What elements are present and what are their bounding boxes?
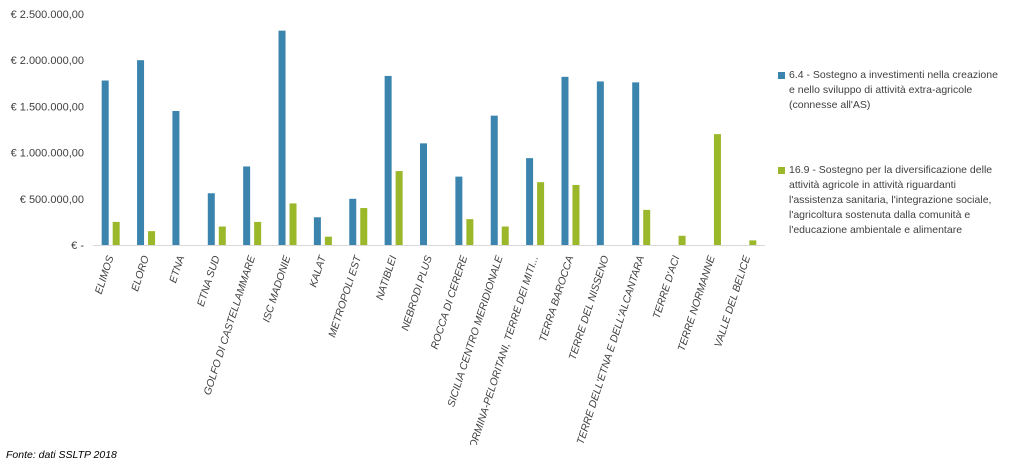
bar-6-4 bbox=[455, 176, 463, 245]
bar-6-4 bbox=[490, 115, 498, 245]
legend-label-6-4: 6.4 - Sostegno a investimenti nella crea… bbox=[789, 69, 998, 111]
bar-chart: € - € 500.000,00 € 1.000.000,00 € 1.500.000… bbox=[11, 9, 765, 445]
bar-16-9 bbox=[501, 226, 509, 245]
x-tick-label: TERRA BAROCCA bbox=[537, 254, 576, 343]
bar-16-9 bbox=[395, 171, 403, 245]
x-tick-label: ISC MADONIE bbox=[261, 253, 294, 324]
x-tick-label: TERRE D'ACI bbox=[651, 254, 683, 320]
bar-16-9 bbox=[254, 221, 262, 245]
x-tick-label: TERRE DELL'ETNA E DELL'ALCANTARA bbox=[575, 254, 648, 445]
bar-16-9 bbox=[466, 219, 474, 245]
y-tick-label: € 1.500.000,00 bbox=[11, 101, 84, 113]
y-tick-label: € 500.000,00 bbox=[20, 194, 84, 206]
bar-6-4 bbox=[384, 75, 392, 246]
y-tick-label: € 2.000.000,00 bbox=[11, 55, 84, 67]
y-tick-label: € 2.500.000,00 bbox=[11, 9, 84, 21]
bar-6-4 bbox=[420, 143, 427, 245]
bar-6-4 bbox=[349, 198, 357, 245]
bar-16-9 bbox=[289, 203, 297, 245]
y-tick-label: € 1.000.000,00 bbox=[11, 148, 84, 160]
bar-16-9 bbox=[360, 208, 368, 245]
x-tick-label: ETNA SUD bbox=[195, 254, 223, 308]
x-tick-label: ETNA bbox=[167, 254, 187, 284]
bar-16-9 bbox=[749, 240, 757, 245]
bar-6-4 bbox=[278, 30, 286, 245]
bar-16-9 bbox=[112, 221, 120, 245]
bar-16-9 bbox=[148, 231, 156, 245]
legend-swatch-green bbox=[778, 167, 785, 174]
legend-label-16-9: 16.9 - Sostegno per la diversificazione … bbox=[789, 164, 993, 236]
bar-16-9 bbox=[572, 184, 580, 245]
legend-swatch-blue bbox=[778, 72, 785, 79]
bar-16-9 bbox=[324, 236, 332, 245]
bar-6-4 bbox=[101, 80, 109, 245]
x-tick-label: KALAT bbox=[307, 253, 329, 289]
y-tick-label: € - bbox=[71, 240, 84, 252]
legend-item-6-4: 6.4 - Sostegno a investimenti nella crea… bbox=[778, 68, 1006, 113]
bar-6-4 bbox=[561, 76, 569, 245]
x-tick-label: TERRE DEL NISSENO bbox=[567, 254, 612, 361]
source-note: Fonte: dati SSLTP 2018 bbox=[6, 449, 117, 461]
bar-6-4 bbox=[243, 166, 251, 245]
x-tick-label: NATIBLEI bbox=[374, 254, 400, 301]
bar-16-9 bbox=[218, 226, 226, 245]
bar-6-4 bbox=[632, 82, 640, 245]
bar-6-4 bbox=[596, 81, 604, 246]
bar-16-9 bbox=[678, 235, 686, 245]
x-tick-label: ELORO bbox=[129, 254, 152, 293]
legend-item-16-9: 16.9 - Sostegno per la diversificazione … bbox=[778, 163, 1006, 238]
bar-16-9 bbox=[643, 209, 651, 245]
bar-16-9 bbox=[537, 182, 545, 245]
bar-6-4 bbox=[137, 60, 145, 246]
bar-6-4 bbox=[207, 193, 215, 245]
bar-16-9 bbox=[713, 134, 721, 245]
x-tick-label: ELIMOS bbox=[93, 254, 117, 295]
bar-6-4 bbox=[172, 111, 180, 246]
x-tick-label: TERRE NORMANNE bbox=[676, 253, 719, 353]
x-tick-label: NEBRODI PLUS bbox=[399, 254, 435, 332]
x-tick-label: VALLE DEL BELICE bbox=[712, 253, 753, 349]
x-tick-label: ROCCA DI CERERE bbox=[429, 253, 471, 351]
bar-6-4 bbox=[313, 217, 321, 245]
bar-6-4 bbox=[526, 158, 534, 245]
x-tick-label: METROPOLI EST bbox=[326, 253, 364, 339]
